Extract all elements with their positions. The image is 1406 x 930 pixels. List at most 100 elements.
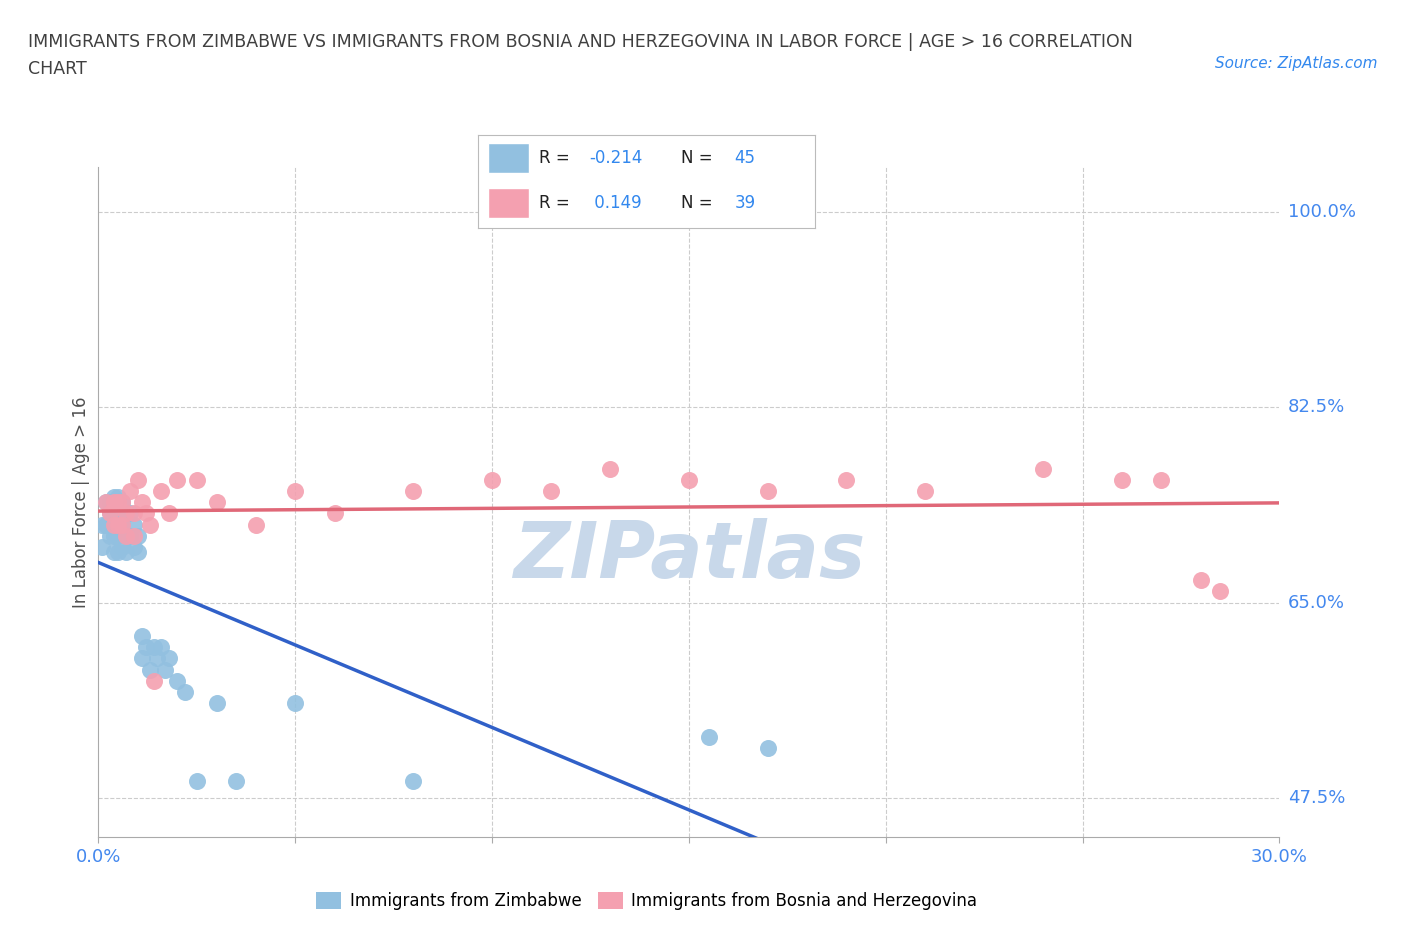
Point — [142, 640, 165, 655]
Text: 0.149: 0.149 — [589, 193, 643, 212]
Point — [103, 517, 125, 532]
Point — [174, 684, 197, 699]
Point — [98, 528, 121, 543]
Point — [1209, 584, 1232, 599]
Point — [122, 517, 145, 532]
Point — [131, 495, 153, 510]
Point — [107, 495, 129, 510]
Point — [115, 506, 138, 521]
Point — [323, 506, 346, 521]
Point — [678, 472, 700, 487]
Point — [1111, 472, 1133, 487]
Text: N =: N = — [681, 149, 711, 167]
Point — [111, 517, 134, 532]
Text: CHART: CHART — [28, 60, 87, 78]
Point — [118, 506, 141, 521]
Point — [186, 472, 208, 487]
Point — [225, 774, 247, 789]
Point — [111, 517, 134, 532]
Point — [107, 517, 129, 532]
Point — [157, 506, 180, 521]
Point — [122, 539, 145, 554]
Point — [127, 472, 149, 487]
FancyBboxPatch shape — [488, 188, 529, 218]
Point — [122, 506, 145, 521]
Point — [481, 472, 503, 487]
Point — [155, 662, 177, 677]
Text: R =: R = — [538, 149, 569, 167]
Point — [111, 539, 134, 554]
Point — [835, 472, 858, 487]
Point — [150, 484, 173, 498]
Point — [107, 489, 129, 504]
Point — [111, 495, 134, 510]
Y-axis label: In Labor Force | Age > 16: In Labor Force | Age > 16 — [72, 396, 90, 608]
Text: IMMIGRANTS FROM ZIMBABWE VS IMMIGRANTS FROM BOSNIA AND HERZEGOVINA IN LABOR FORC: IMMIGRANTS FROM ZIMBABWE VS IMMIGRANTS F… — [28, 33, 1133, 50]
Legend: Immigrants from Zimbabwe, Immigrants from Bosnia and Herzegovina: Immigrants from Zimbabwe, Immigrants fro… — [309, 885, 984, 917]
Text: 39: 39 — [734, 193, 755, 212]
Point — [103, 495, 125, 510]
Point — [103, 489, 125, 504]
Point — [599, 461, 621, 476]
Point — [96, 517, 118, 532]
Point — [138, 662, 160, 677]
Point — [127, 545, 149, 560]
Text: R =: R = — [538, 193, 569, 212]
Point — [540, 484, 562, 498]
Point — [107, 545, 129, 560]
Point — [150, 640, 173, 655]
Point — [205, 495, 228, 510]
Point — [96, 495, 118, 510]
Point — [284, 484, 307, 498]
Point — [756, 484, 779, 498]
Point — [107, 506, 129, 521]
Point — [118, 528, 141, 543]
Text: N =: N = — [681, 193, 711, 212]
Text: 65.0%: 65.0% — [1288, 593, 1344, 612]
Point — [402, 774, 425, 789]
Point — [914, 484, 936, 498]
Point — [146, 651, 169, 666]
Point — [1150, 472, 1173, 487]
Point — [115, 528, 138, 543]
Point — [138, 517, 160, 532]
Point — [166, 673, 188, 688]
Point — [118, 484, 141, 498]
Point — [122, 528, 145, 543]
Point — [756, 740, 779, 755]
Point — [1189, 573, 1212, 588]
Point — [166, 472, 188, 487]
Point — [91, 517, 114, 532]
Point — [131, 651, 153, 666]
Point — [205, 696, 228, 711]
Point — [697, 729, 720, 744]
Point — [98, 506, 121, 521]
Text: 45: 45 — [734, 149, 755, 167]
Point — [135, 506, 157, 521]
Point — [111, 495, 134, 510]
Text: Source: ZipAtlas.com: Source: ZipAtlas.com — [1215, 56, 1378, 71]
FancyBboxPatch shape — [488, 143, 529, 173]
Text: 100.0%: 100.0% — [1288, 203, 1355, 221]
Point — [135, 640, 157, 655]
Point — [103, 545, 125, 560]
Point — [142, 673, 165, 688]
Point — [98, 506, 121, 521]
Point — [107, 528, 129, 543]
Point — [186, 774, 208, 789]
Point — [1032, 461, 1054, 476]
Point — [91, 539, 114, 554]
Point — [245, 517, 267, 532]
Point — [103, 528, 125, 543]
Point — [115, 545, 138, 560]
Point — [103, 506, 125, 521]
Text: 47.5%: 47.5% — [1288, 789, 1346, 807]
Point — [402, 484, 425, 498]
Point — [131, 629, 153, 644]
Point — [157, 651, 180, 666]
Point — [115, 506, 138, 521]
Point — [127, 528, 149, 543]
Point — [98, 495, 121, 510]
Point — [115, 528, 138, 543]
Point — [284, 696, 307, 711]
